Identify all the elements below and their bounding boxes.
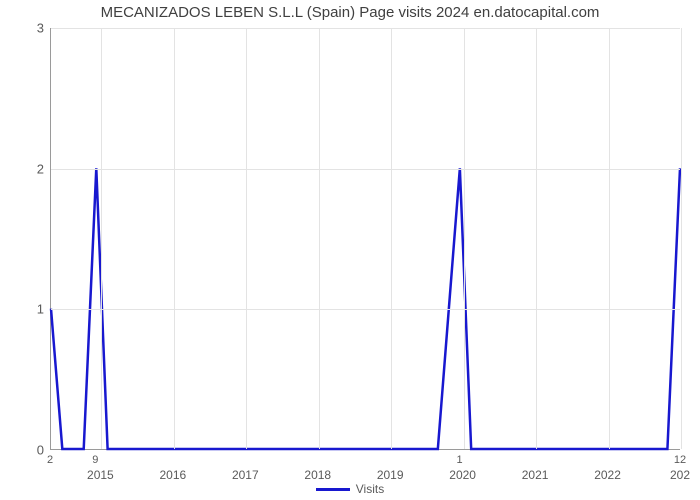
gridline-h <box>51 309 680 310</box>
x-tick-label: 2015 <box>87 468 114 482</box>
gridline-h <box>51 169 680 170</box>
x-tick-label: 2020 <box>449 468 476 482</box>
data-point-label: 12 <box>674 454 686 466</box>
y-tick-label: 1 <box>4 302 44 317</box>
x-tick-label: 2021 <box>522 468 549 482</box>
x-tick-label: 2017 <box>232 468 259 482</box>
x-tick-label: 2022 <box>594 468 621 482</box>
gridline-v <box>681 28 682 449</box>
y-tick-label: 3 <box>4 21 44 36</box>
y-tick-label: 0 <box>4 443 44 458</box>
chart-container: MECANIZADOS LEBEN S.L.L (Spain) Page vis… <box>0 0 700 500</box>
chart-title: MECANIZADOS LEBEN S.L.L (Spain) Page vis… <box>0 4 700 21</box>
gridline-v <box>246 28 247 449</box>
legend-label: Visits <box>356 482 384 496</box>
x-tick-label: 2019 <box>377 468 404 482</box>
legend: Visits <box>0 482 700 496</box>
gridline-h <box>51 28 680 29</box>
x-tick-label: 202 <box>670 468 690 482</box>
gridline-v <box>609 28 610 449</box>
gridline-v <box>319 28 320 449</box>
data-point-label: 9 <box>92 454 98 466</box>
gridline-v <box>391 28 392 449</box>
x-tick-label: 2018 <box>304 468 331 482</box>
data-point-label: 2 <box>47 454 53 466</box>
gridline-v <box>174 28 175 449</box>
y-tick-label: 2 <box>4 161 44 176</box>
data-point-label: 1 <box>456 454 462 466</box>
legend-swatch <box>316 488 350 491</box>
line-series <box>51 28 680 449</box>
gridline-v <box>464 28 465 449</box>
gridline-v <box>101 28 102 449</box>
x-tick-label: 2016 <box>159 468 186 482</box>
plot-area <box>50 28 680 450</box>
gridline-v <box>536 28 537 449</box>
